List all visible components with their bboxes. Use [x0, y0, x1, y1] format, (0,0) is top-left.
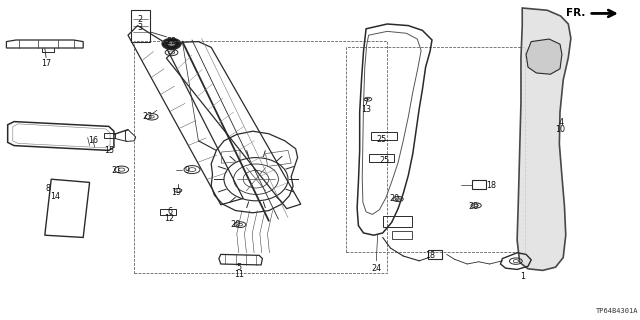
Text: 4: 4 [558, 118, 563, 127]
Text: 11: 11 [234, 270, 244, 279]
Bar [371, 132, 397, 140]
Bar [383, 216, 412, 227]
Text: 20: 20 [389, 194, 399, 203]
Text: 19: 19 [172, 188, 182, 197]
Text: 21: 21 [111, 166, 122, 175]
Text: 22: 22 [166, 37, 177, 46]
Bar [428, 250, 442, 259]
Text: 18: 18 [425, 252, 435, 260]
Text: 13: 13 [361, 105, 371, 114]
Text: 10: 10 [556, 125, 566, 134]
Text: 1: 1 [520, 272, 525, 281]
Text: 24: 24 [371, 264, 381, 273]
Text: 15: 15 [104, 146, 114, 155]
Text: 23: 23 [142, 112, 152, 121]
Text: 7: 7 [364, 98, 369, 107]
Text: 3: 3 [137, 23, 142, 32]
Text: FR.: FR. [566, 8, 585, 19]
Text: 8: 8 [45, 184, 51, 193]
Bar [104, 133, 115, 138]
Bar [392, 231, 412, 239]
Text: 14: 14 [50, 192, 60, 201]
Polygon shape [517, 8, 571, 270]
Text: 6: 6 [167, 207, 172, 216]
Bar [346, 47, 525, 252]
Text: 16: 16 [88, 136, 98, 145]
Text: 20: 20 [230, 220, 241, 229]
Text: 25: 25 [379, 156, 389, 165]
Ellipse shape [162, 38, 181, 50]
Ellipse shape [168, 42, 175, 46]
Bar [369, 154, 394, 162]
Text: 5: 5 [237, 263, 242, 272]
Text: 18: 18 [486, 181, 497, 190]
Text: 12: 12 [164, 214, 175, 223]
Text: 2: 2 [137, 15, 142, 24]
Bar [131, 10, 150, 42]
Text: 17: 17 [41, 60, 51, 68]
Text: TP64B4301A: TP64B4301A [596, 308, 639, 314]
Text: 9: 9 [185, 166, 190, 175]
Text: 25: 25 [376, 135, 387, 144]
Polygon shape [526, 39, 562, 74]
Bar [160, 209, 176, 215]
Bar [134, 41, 387, 273]
Text: 20: 20 [468, 202, 479, 211]
Bar [472, 180, 486, 189]
